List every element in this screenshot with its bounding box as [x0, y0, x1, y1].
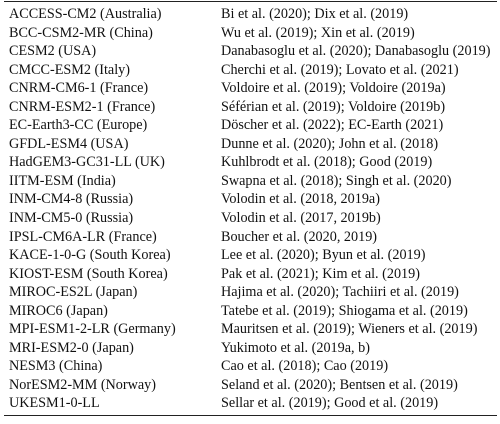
table-row: BCC-CSM2-MR (China) Wu et al. (2019); Xin… [4, 24, 497, 43]
table-row: GFDL-ESM4 (USA) Dunne et al. (2020); John… [4, 135, 497, 154]
table-row: KIOST-ESM (South Korea) Pak et al. (2021)… [4, 265, 497, 284]
table-row: KACE-1-0-G (South Korea) Lee et al. (2020… [4, 246, 497, 265]
table-row: MPI-ESM1-2-LR (Germany) Mauritsen et al. … [4, 320, 497, 339]
table-row: IITM-ESM (India) Swapna et al. (2018); Si… [4, 172, 497, 191]
table-row: NESM3 (China) Cao et al. (2018); Cao (201… [4, 357, 497, 376]
model-name-cell: EC-Earth3-CC (Europe) [9, 117, 148, 134]
table-row: MRI-ESM2-0 (Japan) Yukimoto et al. (2019a… [4, 339, 497, 358]
table-bottom-rule [4, 415, 497, 417]
reference-cell: Kuhlbrodt et al. (2018); Good (2019) [221, 154, 433, 171]
table-row: IPSL-CM6A-LR (France) Boucher et al. (202… [4, 228, 497, 247]
table-row: CMCC-ESM2 (Italy) Cherchi et al. (2019); … [4, 61, 497, 80]
model-name-cell: CNRM-CM6-1 (France) [9, 80, 149, 97]
table-body: ACCESS-CM2 (Australia) Bi et al. (2020); … [4, 2, 497, 415]
model-name-cell: GFDL-ESM4 (USA) [9, 135, 129, 152]
reference-cell: Seland et al. (2020); Bentsen et al. (20… [221, 376, 458, 393]
table-row: CNRM-ESM2-1 (France) Séférian et al. (201… [4, 98, 497, 117]
table-row: CNRM-CM6-1 (France) Voldoire et al. (2019… [4, 79, 497, 98]
table-row: EC-Earth3-CC (Europe) Döscher et al. (202… [4, 116, 497, 135]
reference-cell: Lee et al. (2020); Byun et al. (2019) [221, 247, 426, 264]
reference-cell: Pak et al. (2021); Kim et al. (2019) [221, 265, 420, 282]
model-name-cell: NorESM2-MM (Norway) [9, 376, 156, 393]
reference-cell: Mauritsen et al. (2019); Wieners et al. … [221, 321, 478, 338]
model-name-cell: HadGEM3-GC31-LL (UK) [9, 154, 165, 171]
reference-cell: Séférian et al. (2019); Voldoire (2019b) [221, 98, 446, 115]
reference-cell: Danabasoglu et al. (2020); Danabasoglu (… [221, 43, 491, 60]
model-name-cell: IPSL-CM6A-LR (France) [9, 228, 157, 245]
model-name-cell: MIROC-ES2L (Japan) [9, 284, 138, 301]
table-row: UKESM1-0-LL Sellar et al. (2019); Good et… [4, 394, 497, 413]
reference-cell: Wu et al. (2019); Xin et al. (2019) [221, 24, 415, 41]
model-name-cell: ACCESS-CM2 (Australia) [9, 6, 162, 22]
reference-cell: Tatebe et al. (2019); Shiogama et al. (2… [221, 302, 468, 319]
model-name-cell: MPI-ESM1-2-LR (Germany) [9, 321, 176, 338]
model-name-cell: CMCC-ESM2 (Italy) [9, 61, 130, 78]
reference-cell: Dunne et al. (2020); John et al. (2018) [221, 135, 439, 152]
reference-cell: Sellar et al. (2019); Good et al. (2019) [221, 395, 439, 412]
model-name-cell: CNRM-ESM2-1 (France) [9, 98, 156, 115]
model-name-cell: CESM2 (USA) [9, 43, 97, 60]
model-name-cell: INM-CM4-8 (Russia) [9, 191, 134, 208]
table-row: INM-CM4-8 (Russia) Volodin et al. (2018, … [4, 190, 497, 209]
table-row: CESM2 (USA) Danabasoglu et al. (2020); Da… [4, 42, 497, 61]
reference-cell: Volodin et al. (2018, 2019a) [221, 191, 380, 208]
table-row: NorESM2-MM (Norway) Seland et al. (2020);… [4, 376, 497, 395]
table-top-rule [4, 1, 497, 2]
model-reference-table: ACCESS-CM2 (Australia) Bi et al. (2020); … [4, 1, 497, 417]
reference-cell: Swapna et al. (2018); Singh et al. (2020… [221, 172, 452, 189]
model-name-cell: MRI-ESM2-0 (Japan) [9, 339, 134, 356]
reference-cell: Boucher et al. (2020, 2019) [221, 228, 378, 245]
reference-cell: Bi et al. (2020); Dix et al. (2019) [221, 6, 409, 22]
reference-cell: Yukimoto et al. (2019a, b) [221, 339, 370, 356]
model-name-cell: NESM3 (China) [9, 358, 103, 375]
reference-cell: Cherchi et al. (2019); Lovato et al. (20… [221, 61, 459, 78]
model-name-cell: MIROC6 (Japan) [9, 302, 108, 319]
table-row: INM-CM5-0 (Russia) Volodin et al. (2017, … [4, 209, 497, 228]
table-row: ACCESS-CM2 (Australia) Bi et al. (2020); … [4, 5, 497, 24]
table-row: HadGEM3-GC31-LL (UK) Kuhlbrodt et al. (20… [4, 153, 497, 172]
reference-cell: Voldoire et al. (2019); Voldoire (2019a) [221, 80, 446, 97]
reference-cell: Volodin et al. (2017, 2019b) [221, 210, 381, 227]
reference-cell: Döscher et al. (2022); EC-Earth (2021) [221, 117, 444, 134]
model-name-cell: KIOST-ESM (South Korea) [9, 265, 168, 282]
reference-cell: Cao et al. (2018); Cao (2019) [221, 358, 389, 375]
table-row: MIROC-ES2L (Japan) Hajima et al. (2020); … [4, 283, 497, 302]
reference-cell: Hajima et al. (2020); Tachiiri et al. (2… [221, 284, 459, 301]
model-name-cell: INM-CM5-0 (Russia) [9, 210, 134, 227]
model-name-cell: BCC-CSM2-MR (China) [9, 24, 153, 41]
model-name-cell: IITM-ESM (India) [9, 172, 116, 189]
model-name-cell: KACE-1-0-G (South Korea) [9, 247, 171, 264]
model-name-cell: UKESM1-0-LL [9, 395, 100, 412]
table-row: MIROC6 (Japan) Tatebe et al. (2019); Shio… [4, 302, 497, 321]
